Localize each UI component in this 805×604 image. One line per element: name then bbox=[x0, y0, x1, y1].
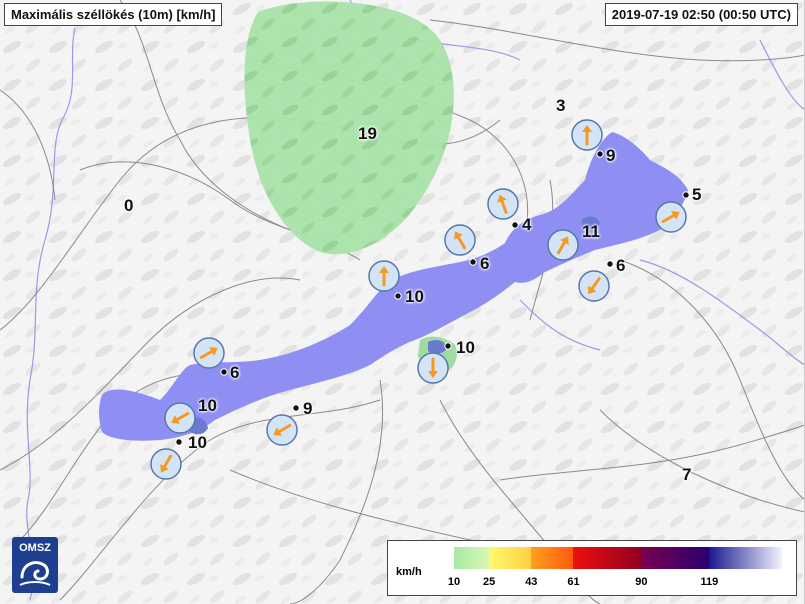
station-s11-marker[interactable] bbox=[266, 414, 298, 446]
omsz-logo: OMSZ bbox=[12, 537, 58, 593]
station-value: 6 bbox=[230, 363, 240, 382]
wind-arrow-icon bbox=[273, 424, 292, 436]
legend-tick: 10 bbox=[447, 576, 461, 588]
map-title: Maximális széllökés (10m) [km/h] bbox=[4, 3, 223, 26]
legend-tick: 25 bbox=[483, 576, 496, 588]
station-value: 10 bbox=[405, 287, 424, 306]
region-label: 7 bbox=[682, 465, 692, 484]
station-value: 10 bbox=[188, 433, 207, 452]
legend-segment bbox=[709, 547, 782, 569]
station-value: 10 bbox=[198, 396, 217, 415]
legend-tick: 43 bbox=[525, 576, 538, 588]
river-east bbox=[639, 259, 804, 366]
legend-segment bbox=[531, 547, 574, 569]
legend-tick: 61 bbox=[567, 576, 580, 588]
station-s12-marker[interactable] bbox=[150, 448, 182, 480]
streamline bbox=[619, 259, 804, 500]
station-s1-marker[interactable] bbox=[571, 119, 603, 151]
legend-color-bar bbox=[454, 547, 782, 569]
station-dot bbox=[444, 342, 452, 350]
station-s8-marker[interactable] bbox=[417, 352, 449, 384]
streamline bbox=[499, 424, 804, 481]
legend-tick: 90 bbox=[635, 576, 648, 588]
wind-arrow-icon bbox=[428, 357, 438, 378]
legend-segment bbox=[641, 547, 710, 569]
logo-text: OMSZ bbox=[19, 542, 51, 554]
station-dot bbox=[682, 191, 690, 199]
wind-arrow-icon bbox=[379, 266, 389, 287]
region-label: 3 bbox=[556, 96, 566, 115]
wind-arrow-icon bbox=[588, 277, 601, 295]
station-value: 4 bbox=[522, 215, 532, 234]
wind-arrow-icon bbox=[497, 194, 508, 214]
station-dot bbox=[469, 258, 477, 266]
station-s2-marker[interactable] bbox=[655, 201, 687, 233]
station-dot bbox=[220, 368, 228, 376]
wind-arrow-icon bbox=[160, 454, 172, 473]
color-legend: km/h 10 25 43 61 90 119 bbox=[387, 540, 797, 596]
wind-arrow-icon bbox=[171, 412, 190, 424]
region-label: 19 bbox=[358, 124, 377, 143]
station-value: 6 bbox=[616, 256, 626, 275]
legend-segment bbox=[573, 547, 642, 569]
station-s10-marker[interactable] bbox=[164, 402, 196, 434]
station-s3-marker[interactable] bbox=[487, 188, 519, 220]
legend-tick: 119 bbox=[700, 576, 719, 588]
station-value: 5 bbox=[692, 185, 702, 204]
station-value: 10 bbox=[456, 338, 475, 357]
streamline bbox=[0, 89, 56, 201]
lake-deep-patch bbox=[428, 340, 447, 354]
logo-swirl-icon bbox=[20, 561, 49, 581]
logo-wave-icon bbox=[19, 581, 51, 586]
streamline bbox=[429, 19, 804, 62]
station-dot bbox=[511, 221, 519, 229]
station-value: 6 bbox=[480, 254, 490, 273]
station-s7-marker[interactable] bbox=[368, 260, 400, 292]
station-value: 11 bbox=[582, 222, 600, 241]
station-s6-marker[interactable] bbox=[578, 270, 610, 302]
legend-unit: km/h bbox=[396, 566, 422, 578]
station-markers bbox=[150, 119, 687, 480]
wind-arrow-icon bbox=[199, 347, 218, 359]
wind-arrow-icon bbox=[454, 231, 466, 250]
river-west bbox=[26, 27, 76, 601]
river-channel bbox=[519, 299, 601, 351]
streamline bbox=[599, 409, 804, 513]
station-dot bbox=[292, 404, 300, 412]
station-dots bbox=[175, 150, 690, 446]
station-dot bbox=[606, 260, 614, 268]
region-label: 0 bbox=[124, 196, 134, 215]
legend-segment bbox=[489, 547, 532, 569]
gust-area-green bbox=[244, 1, 454, 255]
lake-deep-patch bbox=[582, 216, 600, 229]
legend-segment bbox=[454, 547, 490, 569]
river-northeast bbox=[759, 39, 804, 110]
timestamp: 2019-07-19 02:50 (00:50 UTC) bbox=[604, 3, 798, 26]
station-dot bbox=[394, 292, 402, 300]
wind-arrow-icon bbox=[661, 211, 680, 223]
streamline bbox=[289, 379, 384, 604]
streamline bbox=[119, 0, 291, 231]
streamline bbox=[59, 399, 381, 601]
station-s9-marker[interactable] bbox=[193, 337, 225, 369]
station-dot bbox=[175, 438, 183, 446]
station-dot bbox=[596, 150, 604, 158]
station-s5-marker[interactable] bbox=[444, 224, 476, 256]
station-s4-marker[interactable] bbox=[547, 229, 579, 261]
wind-arrow-icon bbox=[582, 125, 592, 146]
wind-arrow-icon bbox=[557, 236, 569, 255]
station-value: 9 bbox=[606, 146, 616, 165]
station-value: 9 bbox=[303, 399, 313, 418]
streamline bbox=[0, 277, 301, 471]
